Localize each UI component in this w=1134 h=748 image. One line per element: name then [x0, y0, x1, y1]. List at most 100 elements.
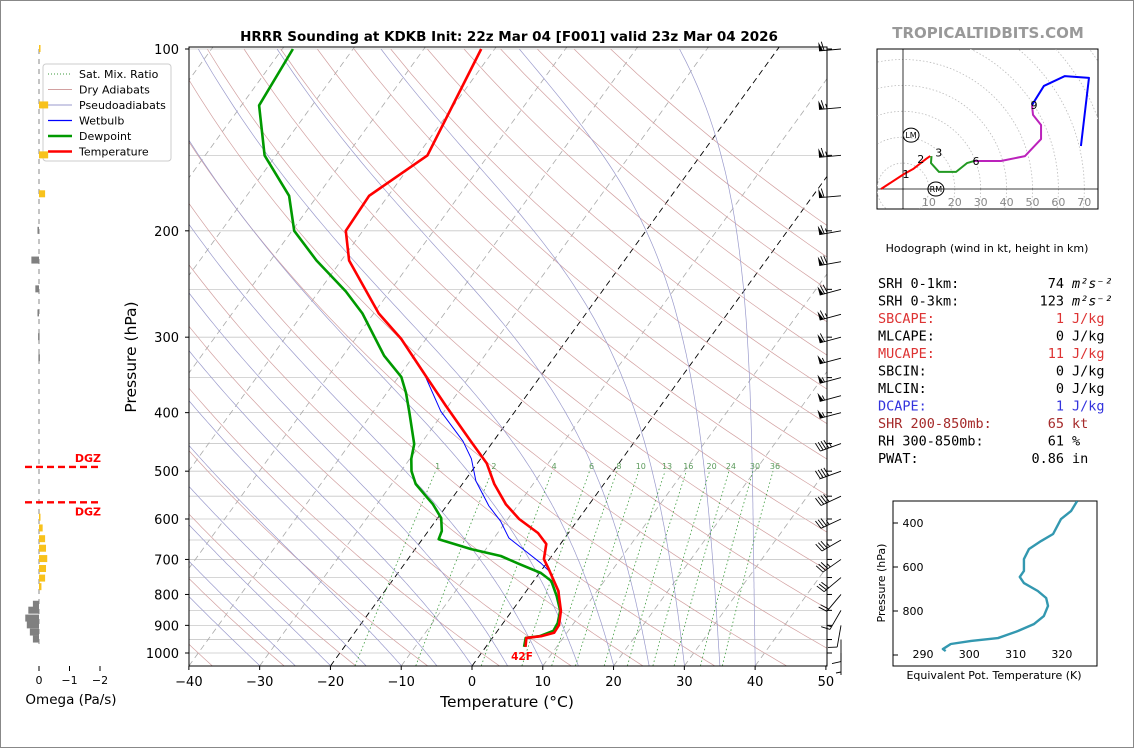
- isotherm: [471, 175, 827, 666]
- barb-half: [821, 412, 825, 418]
- stat-label: SHR 200-850mb:: [878, 416, 992, 432]
- omega-bar: [25, 614, 39, 622]
- omega-bar: [39, 535, 46, 543]
- stat-label: MLCAPE:: [878, 329, 935, 345]
- wind-barb: [815, 539, 842, 552]
- barb-half: [821, 357, 825, 363]
- omega-axis-label: Omega (Pa/s): [25, 692, 116, 708]
- barb-flag: [818, 41, 824, 51]
- hodograph-panel: 10 20 30 40 50 60 70 123 6 9 LM RM Hodograph (wind i…: [876, 48, 1099, 255]
- barb-staff: [820, 470, 842, 480]
- legend-label-dewpoint: Dewpoint: [79, 130, 132, 143]
- brand-watermark: TROPICALTIDBITS.COM: [892, 24, 1084, 42]
- barb-full: [831, 661, 842, 664]
- mixing-ratio-label: 1: [435, 462, 440, 471]
- hodograph-ring-label: 50: [1026, 196, 1040, 209]
- dry-adiabat: [189, 141, 787, 666]
- dry-adiabat: [390, 48, 827, 425]
- pseudoadiabat: [189, 560, 296, 666]
- omega-bar: [37, 226, 39, 234]
- skew-t-frame: [188, 46, 828, 667]
- y-tick-label: 700: [154, 553, 179, 568]
- y-tick-label: 900: [154, 619, 179, 634]
- x-tick-label: 20: [605, 675, 622, 690]
- wind-barbs: [814, 41, 842, 675]
- mixing-ratio-label: 6: [589, 462, 594, 471]
- barb-staff: [836, 625, 842, 648]
- wind-barb: [818, 147, 842, 158]
- mixing-ratio-line: [575, 471, 640, 666]
- isotherm: [189, 47, 497, 472]
- barb-staff: [820, 495, 842, 506]
- barb-half: [821, 377, 825, 383]
- barb-full: [823, 494, 830, 502]
- barb-full: [817, 496, 825, 505]
- omega-bar: [39, 45, 41, 52]
- legend-label-moist: Pseudoadiabats: [79, 99, 166, 112]
- isotherm: [330, 47, 780, 666]
- isotherm: [189, 47, 426, 374]
- pseudoadiabat: [189, 139, 579, 666]
- isotherm: [259, 47, 709, 666]
- barb-half: [826, 542, 831, 547]
- omega-bar: [39, 190, 46, 198]
- wind-barb: [814, 439, 842, 452]
- barb-full: [821, 581, 830, 589]
- pseudoadiabat: [189, 292, 508, 666]
- pseudoadiabat: [679, 48, 756, 666]
- omega-bar: [39, 583, 42, 591]
- stat-unit: m²s⁻²: [1071, 294, 1113, 310]
- stat-label: DCAPE:: [878, 399, 927, 415]
- pseudoadiabat: [380, 48, 685, 666]
- stat-unit: m²s⁻²: [1071, 276, 1113, 292]
- hodograph-ring-label: 30: [974, 196, 988, 209]
- dry-adiabat: [207, 48, 827, 610]
- barb-full: [823, 255, 828, 265]
- theta-e-panel: 400 600 800 290 300 310 320 Equivalent Pot. Tem…: [875, 500, 1098, 682]
- wind-barb: [818, 41, 842, 52]
- mixing-ratio-line: [603, 471, 666, 666]
- skew-t-plot: 1 2 4 6 8 10 13 16 20 24 30 36 −40 −30 −20 −10 0 10 20 30 4…: [122, 41, 842, 711]
- barb-staff: [819, 357, 842, 365]
- barb-full: [820, 562, 829, 569]
- hodograph-height-label: 9: [1030, 99, 1037, 112]
- barb-half: [826, 624, 832, 628]
- dry-adiabat: [427, 48, 827, 390]
- barb-full: [818, 563, 826, 571]
- wind-barb: [817, 225, 842, 236]
- stat-label: SBCAPE:: [878, 311, 935, 327]
- barb-full: [823, 467, 830, 476]
- omega-bar: [39, 574, 46, 582]
- barb-half: [825, 520, 830, 525]
- barb-full: [820, 468, 827, 477]
- stat-unit: J/kg: [1072, 329, 1105, 345]
- wind-barb: [817, 333, 842, 344]
- barb-flag: [818, 188, 824, 198]
- barb-flag: [817, 355, 824, 364]
- pseudoadiabat: [189, 485, 367, 666]
- omega-bar: [32, 635, 39, 643]
- mixing-ratio-line: [722, 471, 774, 666]
- hodograph-caption: Hodograph (wind in kt, height in km): [886, 242, 1089, 255]
- y-tick-label: 400: [154, 407, 179, 422]
- x-tick-label: 40: [747, 675, 764, 690]
- omega-bar: [28, 606, 39, 614]
- barb-full: [820, 518, 827, 527]
- mixing-ratio-label: 30: [750, 462, 760, 471]
- mixing-ratio-line: [521, 471, 590, 666]
- legend-label-wetbulb: Wetbulb: [79, 115, 124, 128]
- storm-motion-marker: [927, 181, 945, 197]
- barb-full: [814, 443, 821, 452]
- hodograph-ring-label: 40: [1000, 196, 1014, 209]
- barb-staff: [819, 377, 842, 384]
- barb-half: [826, 563, 831, 568]
- mixing-ratio-line: [415, 471, 493, 666]
- pseudoadiabat: [189, 596, 261, 666]
- x-tick-label: 50: [818, 675, 835, 690]
- legend: Sat. Mix. Ratio Dry Adiabats Pseudoadiabat…: [42, 63, 172, 162]
- barb-full: [819, 285, 825, 294]
- barb-full: [820, 100, 825, 110]
- barb-flag: [817, 311, 824, 321]
- barb-full: [819, 333, 825, 342]
- theta-e-plot: [941, 501, 1079, 653]
